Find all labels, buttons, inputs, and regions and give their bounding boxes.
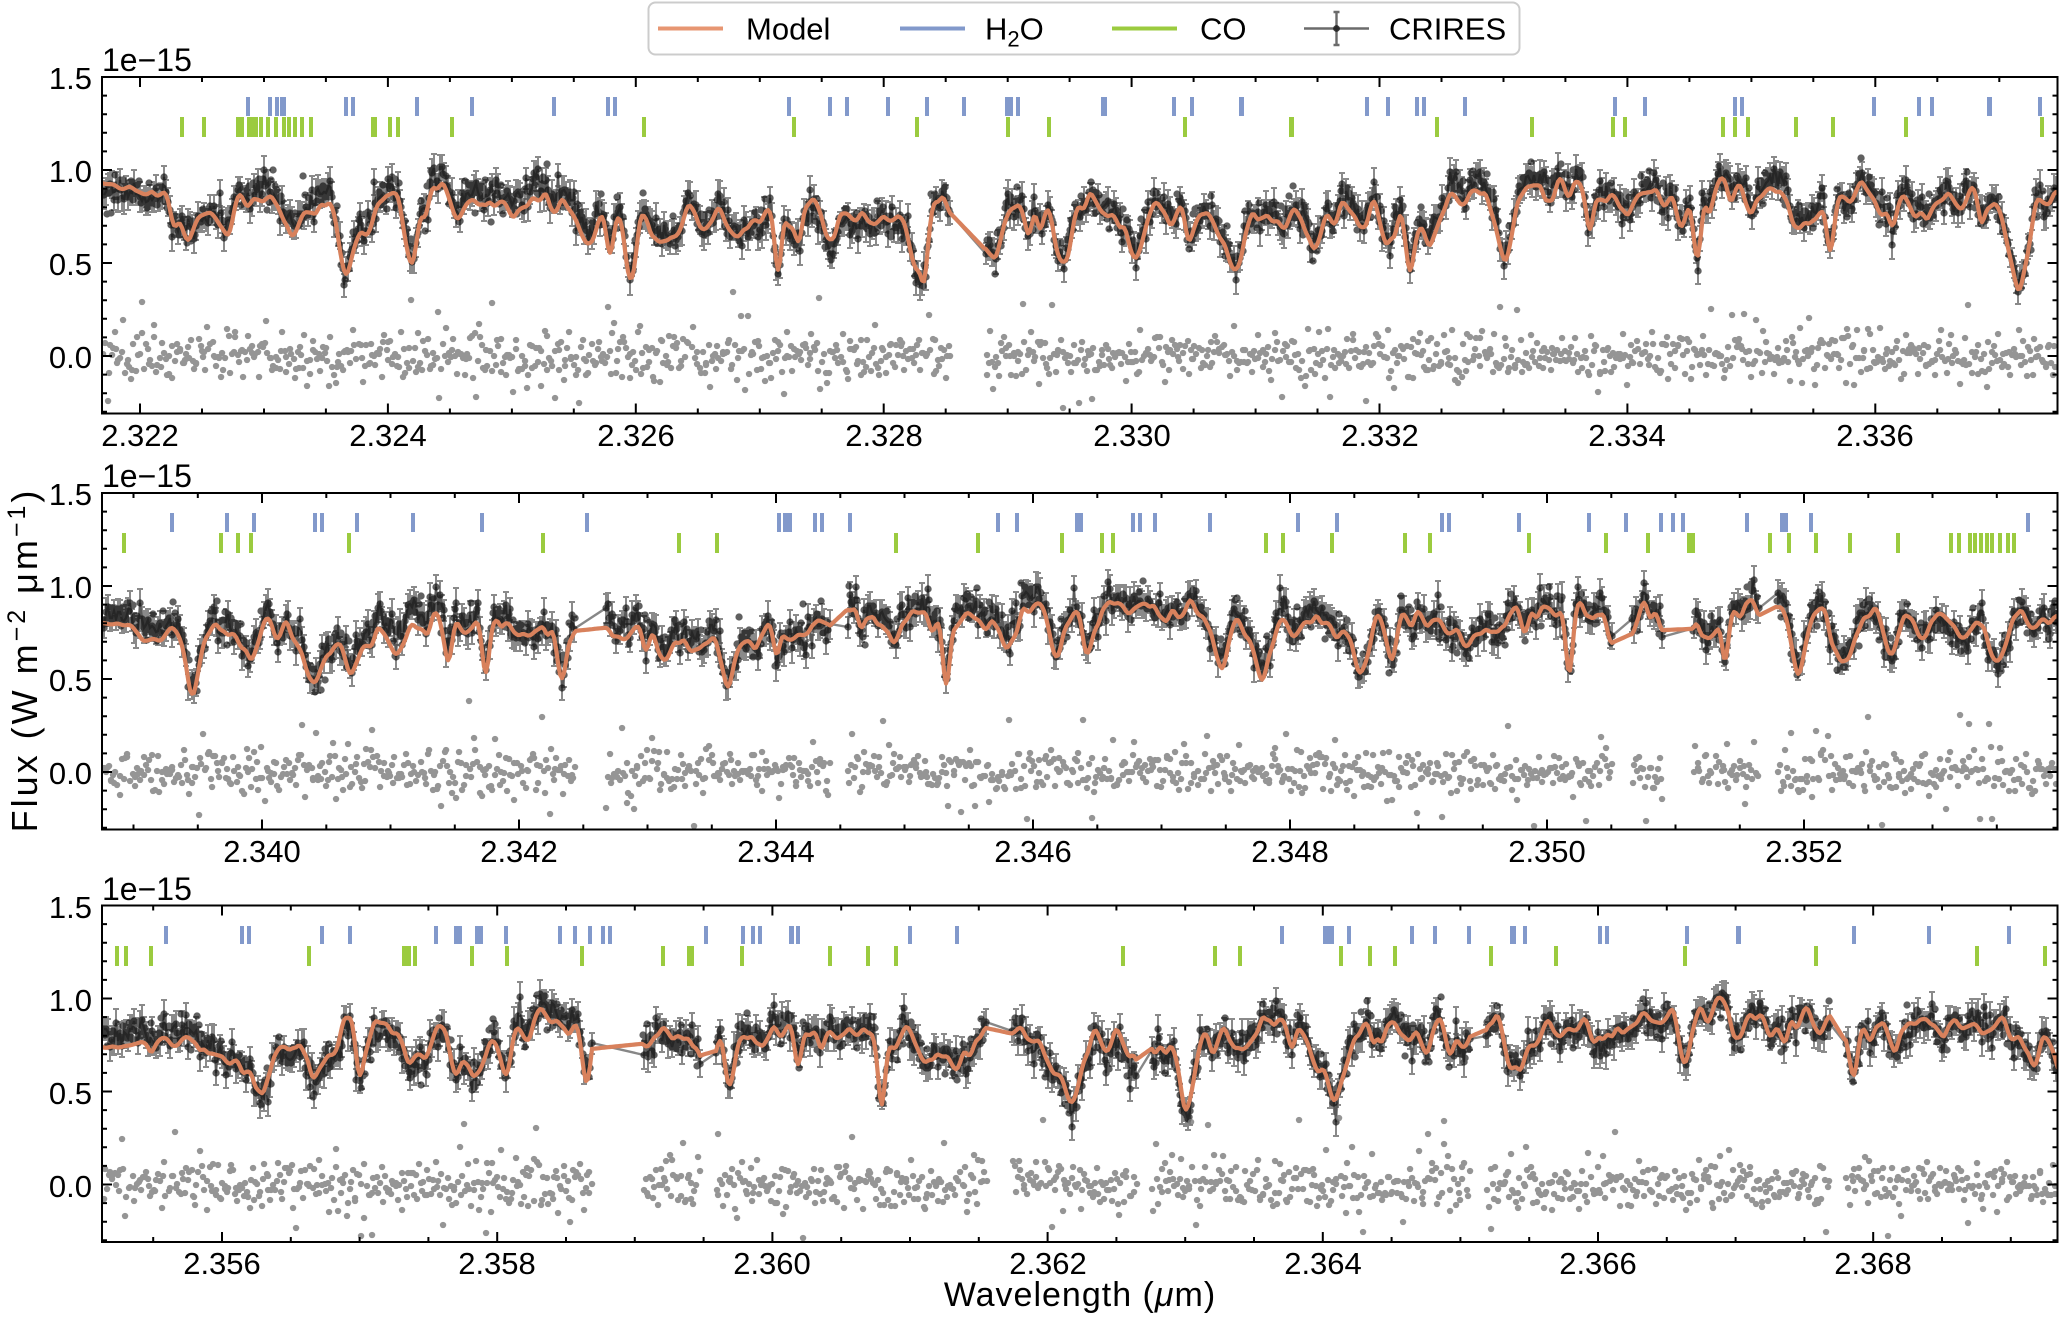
svg-text:2.356: 2.356: [183, 1246, 261, 1281]
svg-text:0.0: 0.0: [49, 340, 92, 375]
svg-text:0.5: 0.5: [49, 663, 92, 698]
svg-text:1.5: 1.5: [49, 890, 92, 925]
svg-text:2.358: 2.358: [458, 1246, 536, 1281]
svg-text:2.328: 2.328: [845, 418, 923, 453]
svg-text:2.324: 2.324: [349, 418, 427, 453]
svg-text:2.332: 2.332: [1341, 418, 1419, 453]
svg-text:0.0: 0.0: [49, 756, 92, 791]
svg-text:H2O: H2O: [985, 12, 1044, 52]
svg-text:1.0: 1.0: [49, 570, 92, 605]
svg-text:2.340: 2.340: [223, 834, 301, 869]
svg-text:1e−15: 1e−15: [102, 458, 192, 494]
svg-text:2.352: 2.352: [1765, 834, 1843, 869]
svg-text:2.346: 2.346: [994, 834, 1072, 869]
svg-text:1.0: 1.0: [49, 154, 92, 189]
svg-text:2.322: 2.322: [101, 418, 179, 453]
svg-text:1e−15: 1e−15: [102, 42, 192, 78]
svg-text:0.0: 0.0: [49, 1169, 92, 1204]
svg-text:1e−15: 1e−15: [102, 871, 192, 907]
svg-text:2.344: 2.344: [737, 834, 815, 869]
svg-text:2.366: 2.366: [1559, 1246, 1637, 1281]
svg-text:1.0: 1.0: [49, 983, 92, 1018]
svg-text:2.330: 2.330: [1093, 418, 1171, 453]
svg-text:2.334: 2.334: [1588, 418, 1666, 453]
svg-text:2.362: 2.362: [1009, 1246, 1087, 1281]
svg-text:2.360: 2.360: [733, 1246, 811, 1281]
svg-text:2.336: 2.336: [1836, 418, 1914, 453]
svg-text:2.348: 2.348: [1251, 834, 1329, 869]
svg-text:2.350: 2.350: [1508, 834, 1586, 869]
svg-text:CRIRES: CRIRES: [1389, 12, 1506, 47]
svg-text:2.368: 2.368: [1834, 1246, 1912, 1281]
svg-text:CO: CO: [1200, 12, 1247, 47]
svg-text:2.364: 2.364: [1284, 1246, 1362, 1281]
svg-text:0.5: 0.5: [49, 1076, 92, 1111]
svg-text:2.342: 2.342: [480, 834, 558, 869]
svg-text:Model: Model: [746, 12, 830, 47]
svg-text:2.326: 2.326: [597, 418, 675, 453]
svg-text:1.5: 1.5: [49, 477, 92, 512]
svg-text:0.5: 0.5: [49, 247, 92, 282]
svg-text:1.5: 1.5: [49, 61, 92, 96]
svg-text:Flux (W m−2 μm−1): Flux (W m−2 μm−1): [3, 488, 45, 833]
svg-text:Wavelength (μm): Wavelength (μm): [944, 1276, 1216, 1314]
